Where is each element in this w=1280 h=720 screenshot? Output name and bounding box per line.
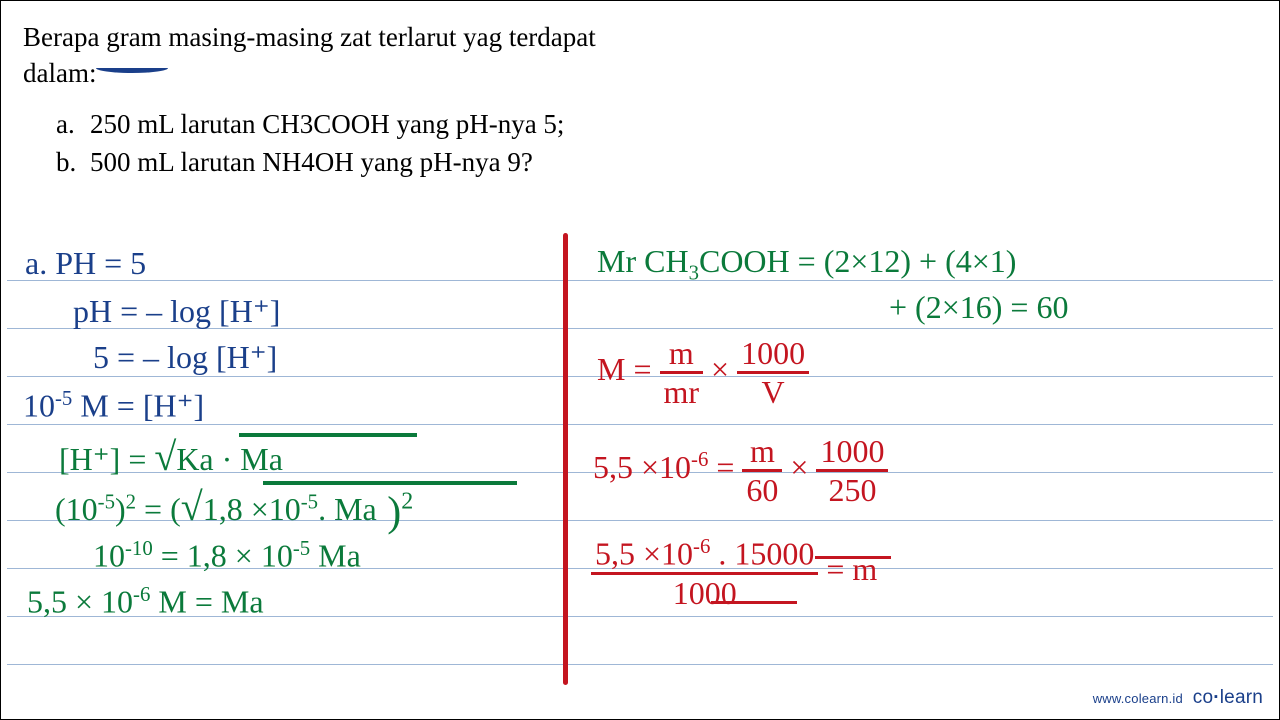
- vertical-divider: [563, 233, 568, 685]
- question-text: Berapa gram masing-masing zat terlarut y…: [1, 1, 1279, 96]
- hw-55x10m6: 5,5 × 10-6 M = Ma: [27, 585, 264, 618]
- sqrt-bar-1: [239, 433, 417, 437]
- hw-ph-neglog: pH = – log [H⁺]: [73, 295, 280, 327]
- hw-mr-calc1: Mr CH3COOH = (2×12) + (4×1): [597, 245, 1016, 284]
- hw-10m10: 10-10 = 1,8 × 10-5 Ma: [93, 539, 361, 572]
- hw-substitute: 5,5 ×10-6 = m 60 × 1000 250: [593, 435, 888, 506]
- question-items: a. 250 mL larutan CH3COOH yang pH-nya 5;…: [1, 96, 1279, 190]
- sqrt-bar-2: [263, 481, 517, 485]
- hw-h-sqrt-ka: [H⁺] = √Ka · Ma: [59, 437, 283, 477]
- watermark: www.colearn.id co·learn: [1093, 687, 1263, 709]
- hw-a-ph5: a. PH = 5: [25, 247, 146, 279]
- hw-mr-calc2: + (2×16) = 60: [889, 291, 1068, 323]
- hw-molarity-formula: M = m mr × 1000 V: [597, 337, 809, 408]
- hw-square-both: (10-5)2 = (√1,8 ×10-5. Ma )2: [55, 487, 413, 534]
- strike-15000: [815, 556, 891, 559]
- hw-5-neglog: 5 = – log [H⁺]: [93, 341, 277, 373]
- pen-underline: [96, 63, 168, 73]
- question-line2: dalam:: [23, 55, 1257, 91]
- strike-1000: [711, 601, 797, 604]
- question-line1: Berapa gram masing-masing zat terlarut y…: [23, 19, 1257, 55]
- item-b: b. 500 mL larutan NH4OH yang pH-nya 9?: [56, 144, 1257, 182]
- hw-solve-m: 5,5 ×10-6 . 15000 1000 = m: [591, 537, 877, 609]
- hw-10m5: 10-5 M = [H⁺]: [23, 389, 204, 422]
- item-a: a. 250 mL larutan CH3COOH yang pH-nya 5;: [56, 106, 1257, 144]
